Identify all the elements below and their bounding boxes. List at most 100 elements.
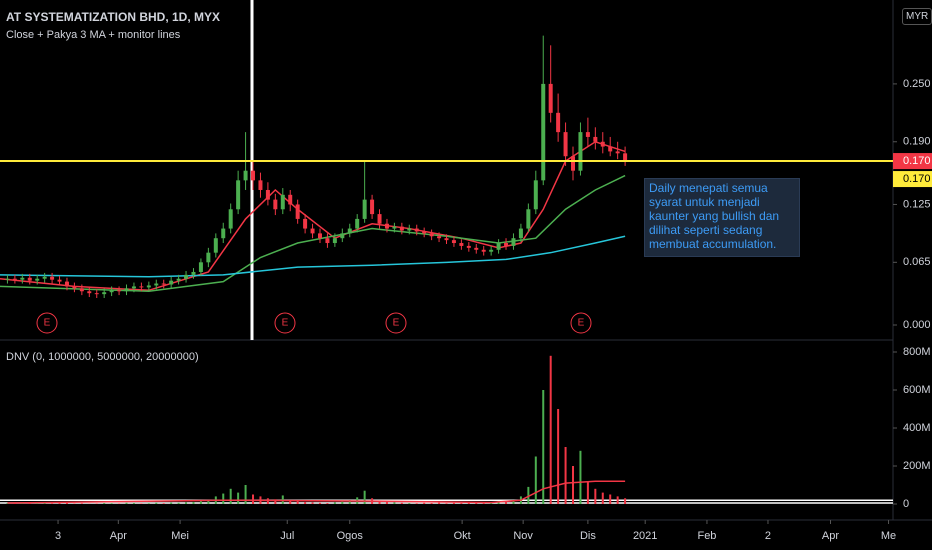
volume-y-tick-label: 800M: [903, 346, 931, 358]
candle-body: [35, 278, 40, 281]
candle-body: [5, 278, 10, 280]
volume-bar: [132, 503, 135, 504]
volume-bar: [51, 503, 54, 504]
candle-body: [154, 283, 159, 286]
candle-body: [243, 170, 248, 181]
volume-bar: [252, 494, 255, 504]
candle-body: [228, 209, 233, 229]
volume-bar: [65, 502, 68, 504]
candle-body: [563, 132, 568, 157]
volume-bar: [103, 503, 106, 504]
volume-y-tick-label: 600M: [903, 384, 931, 396]
candle-body: [541, 83, 546, 181]
volume-y-tick-label: 0: [903, 498, 909, 510]
moving-average: [0, 235, 626, 278]
x-tick-label: Jul: [280, 530, 294, 542]
candle-body: [496, 243, 501, 250]
candle-body: [355, 218, 360, 229]
volume-bar: [445, 503, 448, 504]
candle-body: [184, 274, 189, 279]
candle-body: [489, 249, 494, 252]
volume-bar: [363, 490, 366, 504]
candle-body: [422, 231, 427, 234]
event-marker-label: E: [44, 318, 51, 329]
candle-body: [340, 233, 345, 239]
volume-bar: [423, 502, 426, 504]
volume-bar: [318, 502, 321, 504]
x-tick-label: Nov: [513, 530, 533, 542]
indicator-legend: Close + Pakya 3 MA + monitor lines: [6, 29, 181, 41]
candle-body: [64, 281, 69, 287]
candle-body: [377, 214, 382, 224]
candle-body: [213, 238, 218, 253]
candle-body: [303, 218, 308, 229]
candle-body: [109, 290, 114, 293]
candle-body: [265, 189, 270, 200]
y-tick-label: 0.065: [903, 256, 931, 268]
candle-body: [288, 194, 293, 205]
volume-bar: [237, 492, 240, 504]
level-price-label: 0.170: [903, 173, 931, 185]
volume-bar: [125, 502, 128, 504]
x-tick-label: Okt: [454, 530, 471, 542]
candle-body: [474, 247, 479, 250]
volume-bar: [177, 502, 180, 504]
event-marker: [36, 312, 58, 334]
candle-body: [176, 278, 181, 281]
candle-body: [20, 277, 25, 280]
x-tick-label: Dis: [580, 530, 596, 542]
last-price-box: [893, 153, 932, 170]
volume-bar: [438, 502, 441, 504]
candle-body: [295, 204, 300, 219]
candle-body: [198, 262, 203, 272]
volume-bar: [400, 502, 403, 504]
candle-body: [124, 288, 129, 292]
candle-body: [548, 83, 553, 113]
event-marker: [274, 312, 296, 334]
x-tick-label: Feb: [697, 530, 716, 542]
event-marker-label: E: [393, 318, 400, 329]
x-tick-label: Apr: [822, 530, 839, 542]
candle-body: [258, 180, 263, 190]
volume-bar: [616, 496, 619, 504]
candle-body: [526, 209, 531, 229]
volume-bar: [609, 494, 612, 504]
candle-body: [384, 223, 389, 229]
candle-body: [459, 243, 464, 246]
volume-bar: [586, 481, 589, 504]
candle-body: [414, 228, 419, 232]
volume-bar: [73, 503, 76, 504]
candle-body: [169, 280, 174, 285]
candle-body: [102, 292, 107, 295]
candle-body: [206, 252, 211, 263]
candle-body: [593, 136, 598, 142]
candle-body: [50, 276, 55, 280]
candle-body: [429, 233, 434, 237]
candle-body: [362, 199, 367, 219]
candle-body: [444, 238, 449, 241]
volume-bar: [452, 502, 455, 504]
candle-body: [585, 132, 590, 137]
y-tick-label: 0.190: [903, 136, 931, 148]
volume-bar: [222, 493, 225, 504]
candle-body: [556, 112, 561, 133]
volume-bar: [542, 390, 545, 504]
event-marker-label: E: [578, 318, 585, 329]
candle-body: [325, 238, 330, 244]
volume-bar: [415, 503, 418, 504]
candle-body: [117, 290, 122, 292]
event-marker: [570, 312, 592, 334]
last-price-label: 0.170: [903, 155, 931, 167]
candle-body: [161, 283, 166, 285]
volume-bar: [95, 503, 98, 504]
y-tick-label: 0.250: [903, 78, 931, 90]
moving-average: [0, 140, 626, 292]
event-marker-label: E: [282, 318, 289, 329]
candle-body: [511, 238, 516, 246]
currency-badge[interactable]: MYR: [902, 8, 932, 25]
x-tick-label: 2021: [633, 530, 657, 542]
volume-bar: [527, 486, 530, 504]
candle-body: [600, 141, 605, 147]
candle-body: [518, 228, 523, 239]
volume-bar: [460, 503, 463, 504]
